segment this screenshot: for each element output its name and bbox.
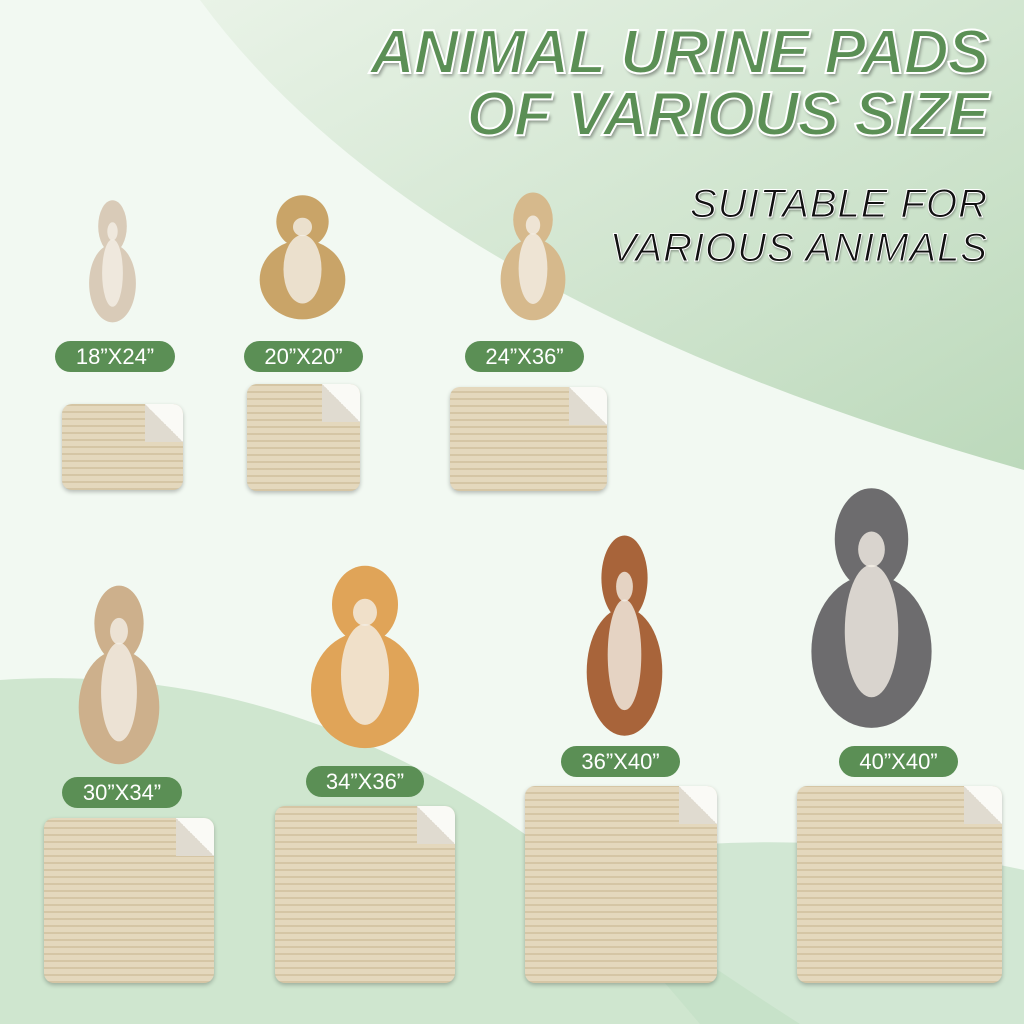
pug-image: [63, 578, 175, 768]
size-label: 36”X40”: [561, 746, 680, 777]
size-label: 34”X36”: [306, 766, 424, 797]
urine-pad-image: [275, 806, 455, 983]
husky-image: [788, 478, 955, 733]
urine-pad-image: [44, 818, 214, 983]
folded-corner: [679, 786, 717, 824]
folded-corner: [417, 806, 455, 844]
urine-pad-image: [450, 387, 607, 491]
urine-pad-image: [247, 384, 360, 491]
folded-corner: [145, 404, 183, 442]
siamese-cat-image: [80, 195, 145, 325]
size-label: 20”X20”: [244, 341, 363, 372]
size-label: 40”X40”: [839, 746, 958, 777]
urine-pad-image: [797, 786, 1002, 983]
folded-corner: [322, 384, 360, 422]
subtitle: SUITABLE FOR VARIOUS ANIMALS: [609, 182, 988, 271]
folded-corner: [176, 818, 214, 856]
cat-and-puppy-image: [243, 190, 362, 322]
size-label: 18”X24”: [55, 341, 175, 372]
size-label: 30”X34”: [62, 777, 182, 808]
corgi-image: [290, 558, 440, 752]
page-title: ANIMAL URINE PADS OF VARIOUS SIZE: [369, 18, 990, 149]
urine-pad-image: [525, 786, 717, 983]
australian-shepherd-image: [572, 527, 677, 740]
folded-corner: [964, 786, 1002, 824]
folded-corner: [569, 387, 607, 425]
mixed-breed-dog-image: [488, 187, 578, 323]
size-label: 24”X36”: [465, 341, 584, 372]
urine-pad-image: [62, 404, 183, 490]
